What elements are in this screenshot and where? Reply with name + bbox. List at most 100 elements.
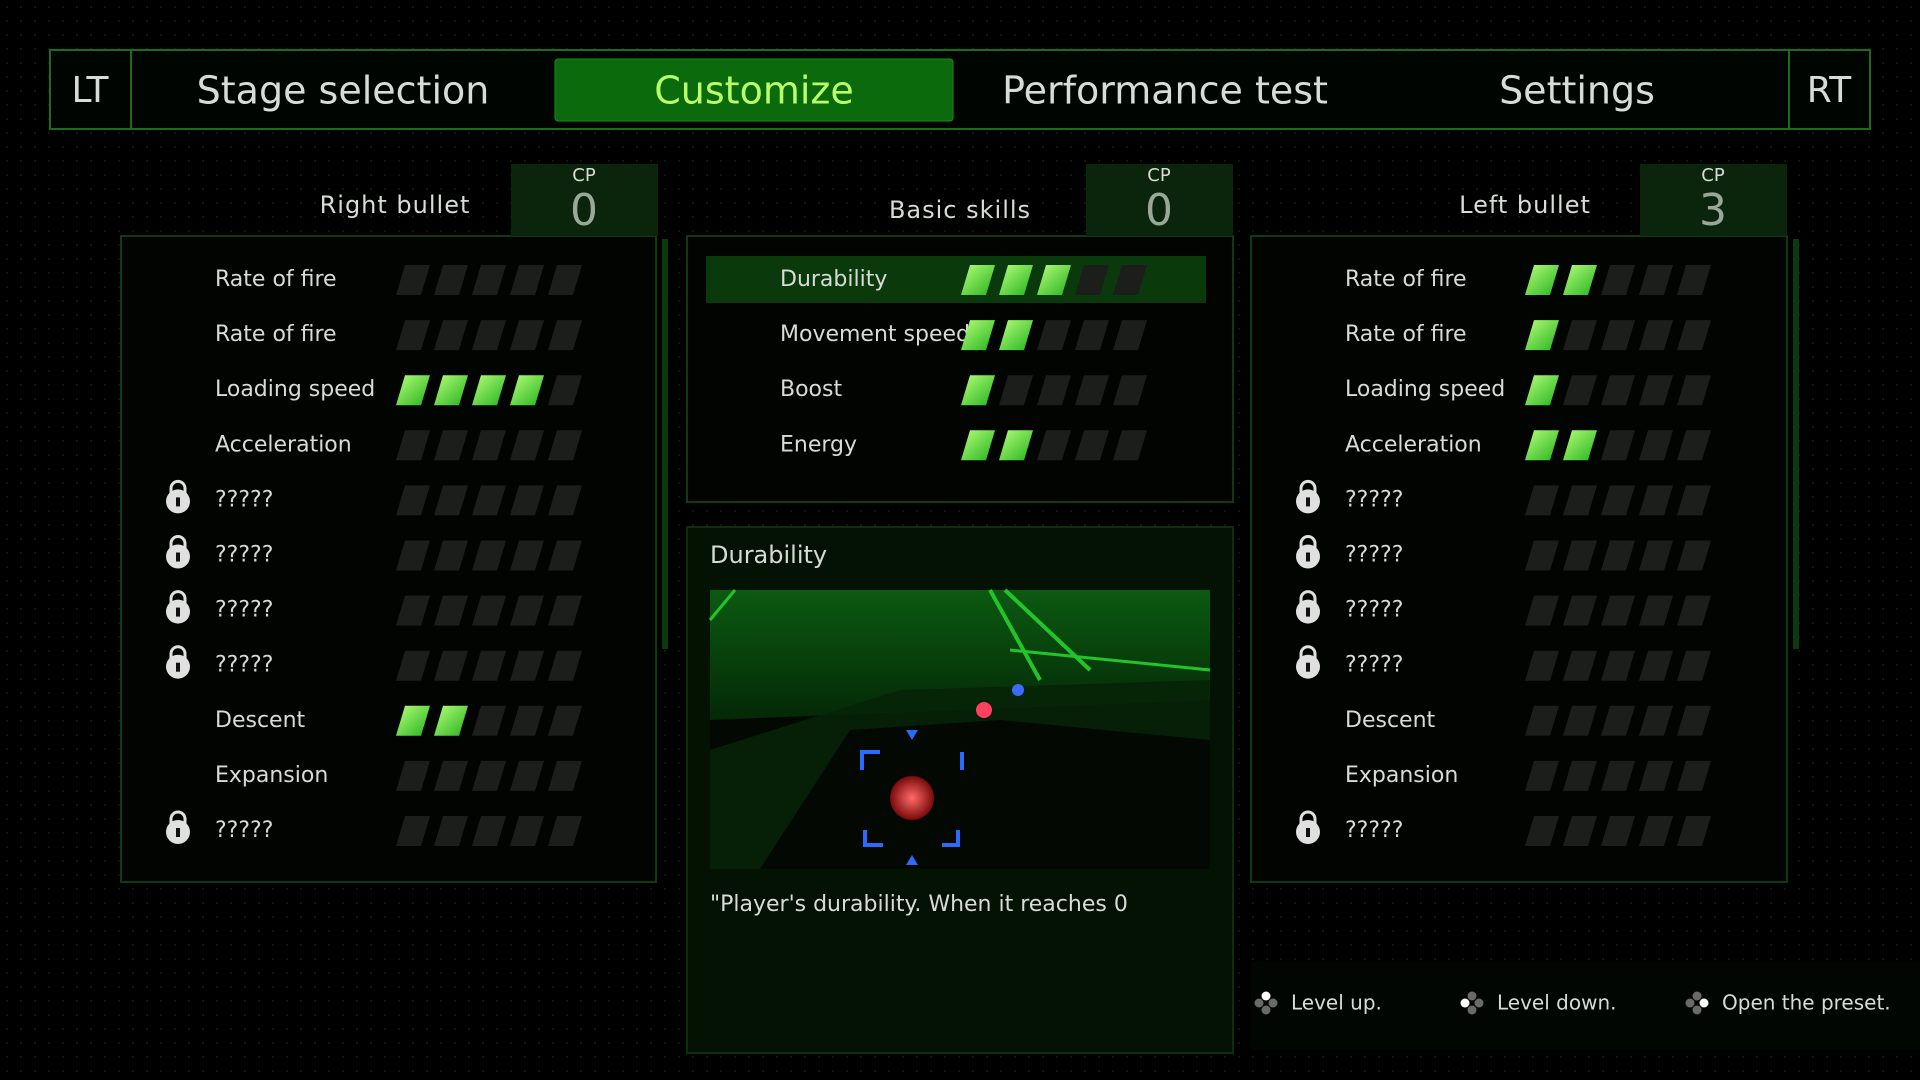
level-segment-empty bbox=[1677, 816, 1711, 846]
level-meter bbox=[396, 816, 582, 846]
skill-label: Rate of fire bbox=[215, 322, 337, 347]
level-segment-filled bbox=[999, 430, 1033, 461]
level-segment-empty bbox=[1525, 650, 1559, 681]
level-segment-empty bbox=[1525, 540, 1559, 571]
skill-label: ????? bbox=[215, 818, 273, 843]
skill-label: ????? bbox=[1345, 598, 1403, 623]
preview-image bbox=[708, 588, 1211, 869]
level-segment-empty bbox=[396, 816, 430, 846]
level-meter bbox=[1525, 320, 1711, 351]
level-segment-empty bbox=[434, 816, 468, 846]
level-segment-empty bbox=[1563, 760, 1597, 791]
hint-label: Level up. bbox=[1291, 991, 1382, 1015]
level-meter bbox=[396, 320, 582, 351]
level-segment-filled bbox=[1563, 430, 1597, 461]
level-segment-empty bbox=[1639, 705, 1673, 736]
level-segment-empty bbox=[548, 320, 582, 351]
lock-icon bbox=[166, 810, 190, 844]
level-segment-empty bbox=[472, 760, 506, 791]
level-segment-empty bbox=[548, 595, 582, 626]
level-segment-filled bbox=[434, 705, 468, 736]
rt-button[interactable]: RT bbox=[1807, 70, 1852, 111]
lock-shackle bbox=[169, 810, 187, 825]
tab[interactable]: Stage selection bbox=[197, 69, 490, 113]
cp-value: 0 bbox=[570, 185, 598, 236]
level-segment-filled bbox=[1525, 265, 1559, 295]
level-meter bbox=[396, 650, 582, 681]
level-segment-empty bbox=[548, 540, 582, 571]
level-segment-empty bbox=[1639, 816, 1673, 846]
skill-label: Expansion bbox=[1345, 763, 1458, 788]
level-segment-empty bbox=[434, 430, 468, 461]
level-segment-empty bbox=[548, 760, 582, 791]
tab-bar bbox=[49, 49, 1871, 130]
level-segment-empty bbox=[1525, 816, 1559, 846]
lock-icon bbox=[1296, 810, 1320, 844]
level-meter bbox=[396, 540, 582, 571]
lock-keyhole bbox=[1306, 607, 1310, 617]
level-segment-empty bbox=[434, 650, 468, 681]
lock-icon bbox=[166, 535, 190, 569]
level-segment-empty bbox=[1677, 375, 1711, 406]
level-meter bbox=[1525, 375, 1711, 406]
level-meter bbox=[961, 375, 1147, 406]
skill-label: ????? bbox=[1345, 653, 1403, 678]
button-dot bbox=[1467, 991, 1477, 1001]
level-segment-filled bbox=[434, 375, 468, 406]
level-segment-empty bbox=[1639, 595, 1673, 626]
lt-button[interactable]: LT bbox=[71, 70, 109, 111]
level-meter bbox=[396, 430, 582, 461]
level-segment-empty bbox=[1075, 375, 1109, 406]
level-segment-empty bbox=[548, 816, 582, 846]
level-segment-empty bbox=[1563, 540, 1597, 571]
skill-label: ????? bbox=[215, 487, 273, 512]
button-dot bbox=[1474, 998, 1484, 1008]
active-tab bbox=[554, 58, 954, 122]
lock-icon bbox=[1296, 590, 1320, 624]
lock-shackle bbox=[169, 535, 187, 550]
tab[interactable]: Settings bbox=[1499, 69, 1655, 113]
level-segment-empty bbox=[1563, 705, 1597, 736]
level-segment-empty bbox=[1037, 375, 1071, 406]
level-segment-empty bbox=[472, 816, 506, 846]
level-segment-empty bbox=[396, 595, 430, 626]
level-segment-empty bbox=[472, 485, 506, 516]
cp-box bbox=[511, 164, 658, 236]
level-segment-empty bbox=[510, 320, 544, 351]
tab[interactable]: Customize bbox=[654, 69, 853, 113]
skill-label: Expansion bbox=[215, 763, 328, 788]
level-meter bbox=[1525, 485, 1711, 516]
level-meter bbox=[961, 265, 1147, 295]
level-segment-empty bbox=[1677, 760, 1711, 791]
level-segment-empty bbox=[999, 375, 1033, 406]
level-segment-filled bbox=[1525, 375, 1559, 406]
skill-label: Descent bbox=[215, 708, 306, 733]
level-segment-empty bbox=[472, 595, 506, 626]
button-dot bbox=[1699, 998, 1709, 1008]
skill-label: Descent bbox=[1345, 708, 1436, 733]
level-segment-empty bbox=[1563, 595, 1597, 626]
level-meter bbox=[1525, 265, 1711, 295]
level-segment-filled bbox=[999, 265, 1033, 295]
cp-value: 3 bbox=[1699, 185, 1727, 236]
hint-label: Open the preset. bbox=[1722, 991, 1891, 1015]
level-segment-empty bbox=[434, 485, 468, 516]
level-meter bbox=[1525, 705, 1711, 736]
lock-icon bbox=[166, 479, 190, 514]
lock-keyhole bbox=[1306, 828, 1310, 837]
level-segment-empty bbox=[1525, 760, 1559, 791]
level-segment-empty bbox=[396, 485, 430, 516]
button-dot bbox=[1467, 1005, 1477, 1015]
level-segment-empty bbox=[1677, 485, 1711, 516]
level-meter bbox=[396, 595, 582, 626]
lock-icon bbox=[166, 590, 190, 624]
level-segment-filled bbox=[961, 375, 995, 406]
tab[interactable]: Performance test bbox=[1002, 69, 1328, 113]
level-segment-empty bbox=[1113, 320, 1147, 351]
level-segment-empty bbox=[1677, 320, 1711, 351]
level-segment-empty bbox=[396, 430, 430, 461]
lock-keyhole bbox=[176, 552, 180, 562]
button-dot bbox=[1254, 998, 1264, 1008]
button-dot bbox=[1692, 1005, 1702, 1015]
